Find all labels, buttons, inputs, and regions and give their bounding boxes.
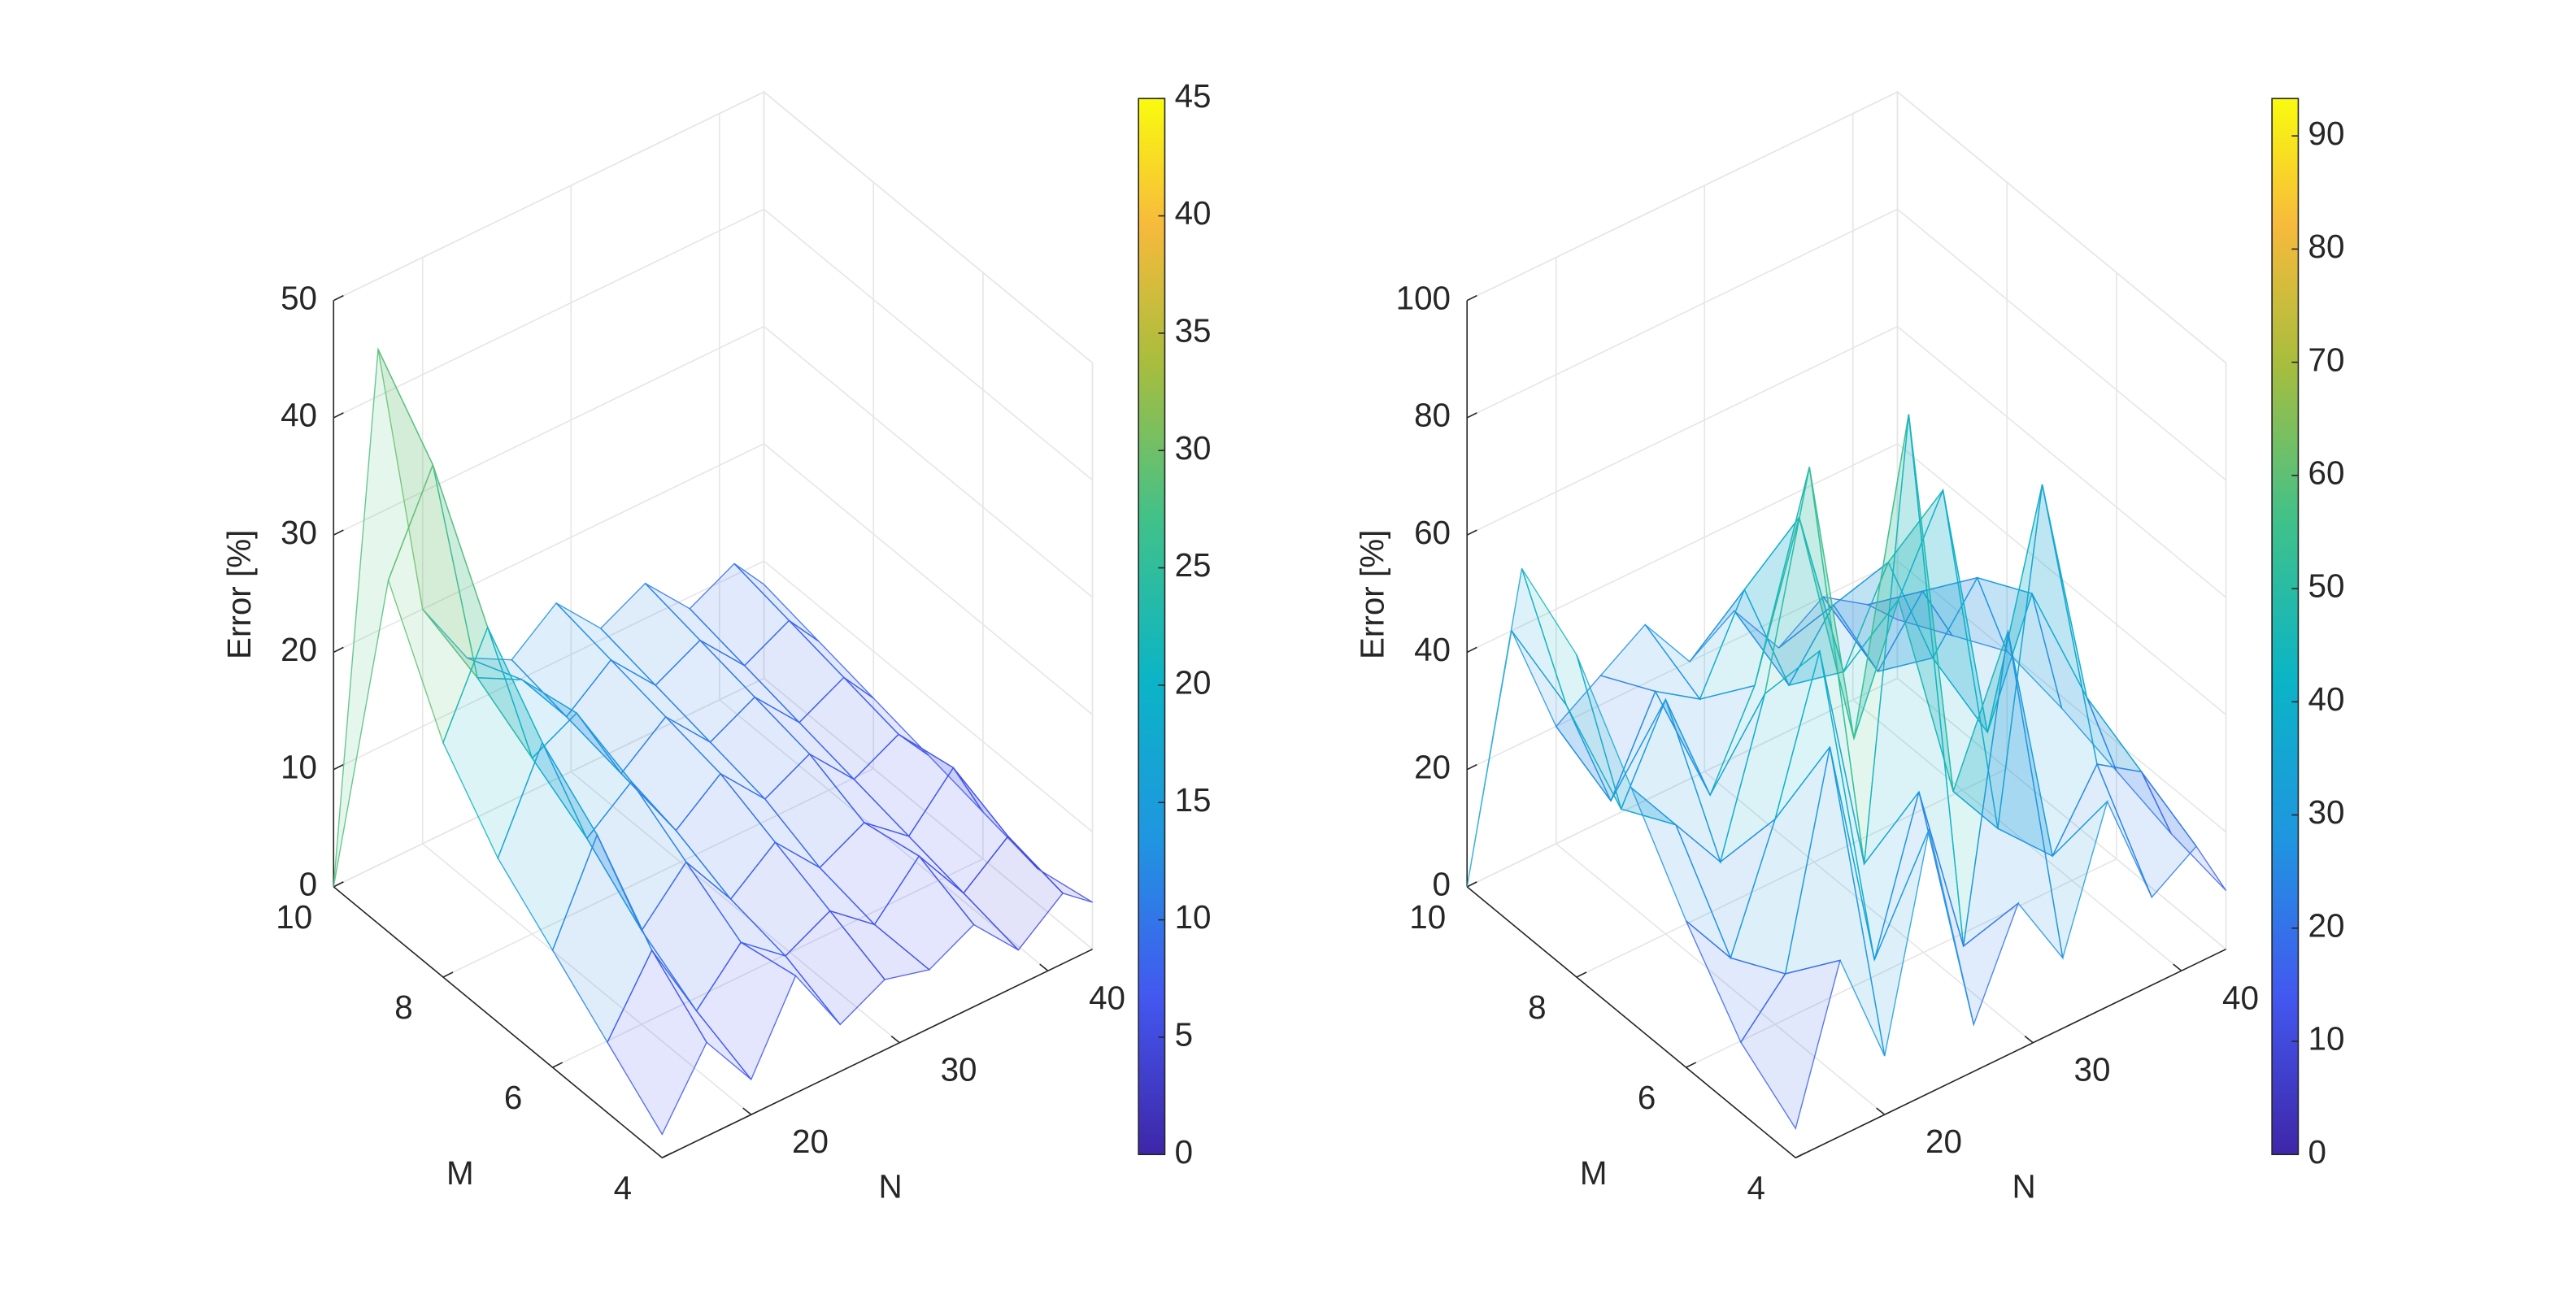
colorbar-tick-label: 20 <box>1175 664 1212 702</box>
z-tick-label: 20 <box>1414 748 1451 785</box>
y-tick <box>442 971 454 978</box>
z-tick-label: 10 <box>281 748 317 785</box>
colorbar-tick-label: 10 <box>1175 898 1212 936</box>
surface-cell <box>607 949 707 1136</box>
y-tick-label: 10 <box>276 898 312 936</box>
y-axis <box>1466 886 1796 1158</box>
z-tick <box>1466 763 1477 771</box>
y-tick-label: 4 <box>1747 1169 1765 1206</box>
colorbar-tick-label: 70 <box>2308 341 2345 378</box>
x-tick-label: 30 <box>2074 1051 2111 1088</box>
colorbar-tick-label: 40 <box>2308 680 2345 718</box>
x-axis-label: N <box>879 1167 903 1205</box>
z-tick <box>333 646 344 654</box>
colorbar-tick-label: 10 <box>2308 1020 2345 1058</box>
y-tick <box>333 881 344 888</box>
colorbar-tick-label: 30 <box>1175 429 1212 467</box>
z-tick-label: 30 <box>281 514 317 551</box>
colorbar <box>1138 98 1166 1156</box>
y-tick <box>1576 971 1587 978</box>
colorbar-tick-label: 0 <box>1175 1133 1193 1171</box>
grid-line <box>333 92 765 888</box>
z-tick <box>333 412 344 419</box>
grid-line <box>442 182 875 978</box>
y-tick-label: 10 <box>1409 898 1446 936</box>
y-tick <box>1686 1062 1697 1068</box>
z-tick-label: 0 <box>1433 866 1451 903</box>
z-tick-label: 0 <box>299 866 317 903</box>
x-tick-label: 30 <box>941 1051 977 1088</box>
colorbar-tick-label: 5 <box>1175 1016 1193 1054</box>
surface-cell <box>1740 959 1841 1130</box>
y-tick-label: 8 <box>1528 988 1546 1026</box>
z-tick <box>1466 646 1477 654</box>
x-tick <box>890 1035 900 1044</box>
colorbar-tick-label: 90 <box>2308 115 2345 152</box>
x-tick-label: 40 <box>2222 979 2259 1016</box>
z-tick <box>1466 529 1477 536</box>
colorbar-tick-label: 20 <box>2308 906 2345 944</box>
y-tick <box>552 1062 564 1068</box>
z-tick <box>1466 294 1477 302</box>
z-tick-label: 50 <box>281 279 317 316</box>
surface <box>1466 414 2227 1130</box>
z-tick-label: 100 <box>1396 279 1451 316</box>
y-tick-label: 6 <box>504 1079 522 1116</box>
x-axis <box>661 948 1093 1158</box>
x-tick-label: 40 <box>1089 979 1125 1016</box>
colorbar-tick-label: 25 <box>1175 546 1212 584</box>
z-tick <box>333 529 344 536</box>
grid-line <box>552 272 984 1068</box>
x-tick-label: 20 <box>1925 1123 1962 1160</box>
colorbar-tick-label: 0 <box>2308 1133 2326 1171</box>
y-axis <box>333 886 663 1158</box>
y-tick-label: 8 <box>394 988 412 1026</box>
x-axis-label: N <box>2012 1167 2035 1205</box>
z-tick-label: 80 <box>1414 397 1451 434</box>
y-tick-label: 6 <box>1638 1079 1656 1116</box>
x-tick <box>1039 963 1049 971</box>
z-tick <box>333 294 344 302</box>
z-tick-label: 40 <box>1414 631 1451 668</box>
z-tick-label: 40 <box>281 397 317 434</box>
x-tick <box>1876 1107 1886 1115</box>
grid-line <box>1576 182 2008 978</box>
colorbar-tick-label: 50 <box>2308 567 2345 605</box>
x-tick <box>742 1107 752 1115</box>
z-tick <box>1466 412 1477 419</box>
x-axis <box>1795 948 2226 1158</box>
colorbar-tick-label: 80 <box>2308 228 2345 265</box>
x-tick-label: 20 <box>792 1123 829 1160</box>
colorbar-tick-label: 45 <box>1175 77 1212 115</box>
x-tick <box>2173 963 2182 971</box>
z-tick-label: 20 <box>281 631 317 668</box>
x-tick <box>2024 1035 2034 1044</box>
z-tick <box>333 763 344 771</box>
colorbar-tick-label: 40 <box>1175 194 1212 232</box>
y-tick-label: 4 <box>614 1169 632 1206</box>
y-axis-label: M <box>1580 1154 1608 1192</box>
grid-line <box>1466 92 1899 888</box>
y-tick <box>1466 881 1477 888</box>
colorbar <box>2271 98 2300 1156</box>
surface <box>333 347 1093 1136</box>
colorbar-tick-label: 30 <box>2308 793 2345 831</box>
colorbar-tick-label: 35 <box>1175 312 1212 350</box>
z-axis-label: Error [%] <box>1354 530 1391 659</box>
z-axis-label: Error [%] <box>220 530 258 659</box>
grid-line <box>1686 272 2117 1068</box>
axes: 0 20 40 60 80 100 20 30 40 4 6 8 10 <box>1396 90 2259 1206</box>
colorbar-tick-label: 15 <box>1175 781 1212 819</box>
y-axis-label: M <box>446 1154 474 1192</box>
z-tick-label: 60 <box>1414 514 1451 551</box>
colorbar-tick-label: 60 <box>2308 454 2345 492</box>
